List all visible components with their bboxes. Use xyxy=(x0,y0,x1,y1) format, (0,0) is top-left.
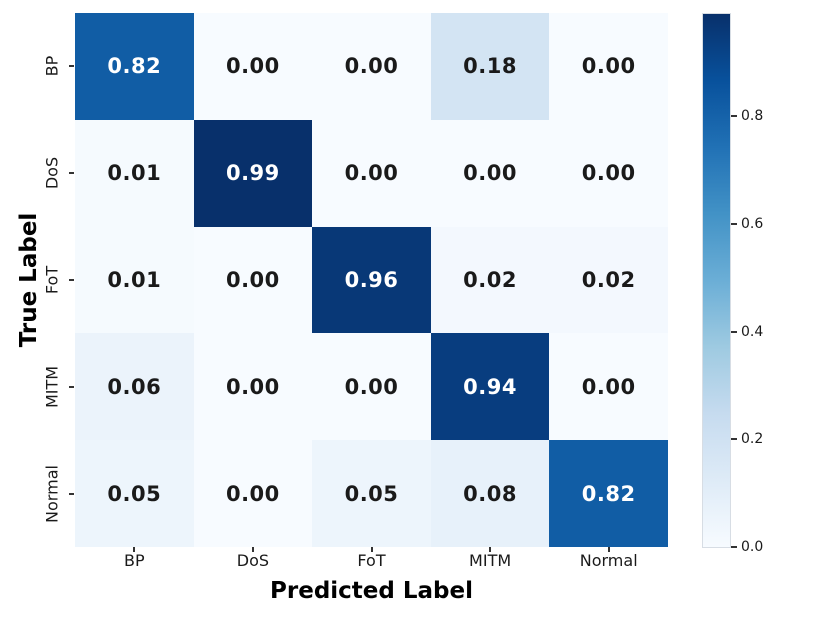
y-tick-mark xyxy=(69,492,74,495)
colorbar-tick-label: 0.4 xyxy=(741,323,764,340)
x-tick-mark xyxy=(251,547,254,552)
y-axis-label: True Label xyxy=(16,212,42,348)
heatmap-cell: 0.01 xyxy=(75,226,194,334)
heatmap-cell: 0.02 xyxy=(430,226,550,334)
heatmap-cell: 0.82 xyxy=(75,13,194,120)
heatmap-cell: 0.00 xyxy=(193,13,313,120)
y-tick-label: DoS xyxy=(42,157,62,190)
heatmap-cell: 0.00 xyxy=(312,119,431,227)
heatmap-cell: 0.00 xyxy=(193,226,313,334)
heatmap-cell: 0.02 xyxy=(549,226,668,334)
y-tick-mark xyxy=(69,279,74,281)
y-tick-mark xyxy=(69,65,74,68)
heatmap-cell: 0.00 xyxy=(549,119,668,227)
colorbar-tick-label: 0.6 xyxy=(741,215,764,232)
x-tick-mark xyxy=(133,547,136,552)
y-tick-mark xyxy=(69,385,74,388)
colorbar-tick-label: 0.8 xyxy=(741,108,764,125)
heatmap-cell: 0.94 xyxy=(430,333,550,441)
heatmap-cell: 0.18 xyxy=(430,13,550,120)
heatmap-cell: 0.05 xyxy=(75,440,194,547)
heatmap-cell: 0.00 xyxy=(549,333,668,441)
heatmap-cell: 0.99 xyxy=(193,119,313,227)
colorbar-tick-mark xyxy=(731,330,737,333)
heatmap-cell: 0.00 xyxy=(549,13,668,120)
colorbar-tick-mark xyxy=(731,222,737,225)
colorbar-gradient xyxy=(702,13,731,548)
colorbar-tick-mark xyxy=(731,546,737,548)
y-tick-label: BP xyxy=(42,56,62,77)
x-tick-mark xyxy=(370,547,373,552)
heatmap-cell: 0.00 xyxy=(312,333,431,441)
heatmap-cell: 0.00 xyxy=(193,333,313,441)
y-tick-label: MITM xyxy=(42,365,62,408)
heatmap-cell: 0.96 xyxy=(312,226,431,334)
heatmap-cell: 0.01 xyxy=(75,119,194,227)
heatmap-cell: 0.06 xyxy=(75,333,194,441)
heatmap-cell: 0.00 xyxy=(312,13,431,120)
y-tick-label: Normal xyxy=(42,464,62,523)
x-tick-mark xyxy=(607,547,610,552)
heatmap-cell: 0.05 xyxy=(312,440,431,547)
x-tick-label: BP xyxy=(123,551,145,570)
heatmap-cell: 0.82 xyxy=(549,440,668,547)
heatmap-cell: 0.00 xyxy=(430,119,550,227)
heatmap-grid: 0.82 0.00 0.00 0.18 0.00 0.01 0.99 0.00 0.00 0.00… xyxy=(75,13,668,547)
x-axis-label: Predicted Label xyxy=(270,578,473,604)
colorbar-tick-label: 0.0 xyxy=(741,539,764,555)
x-tick-label: DoS xyxy=(236,551,270,570)
heatmap-cell: 0.08 xyxy=(430,440,550,547)
colorbar-tick-mark xyxy=(731,438,737,441)
y-tick-label: FoT xyxy=(42,265,62,295)
x-tick-mark xyxy=(489,547,492,552)
y-tick-mark xyxy=(69,172,74,175)
colorbar-tick-label: 0.2 xyxy=(741,431,764,448)
x-tick-label: Normal xyxy=(579,551,638,570)
x-tick-label: FoT xyxy=(357,551,386,570)
colorbar-tick-mark xyxy=(731,115,737,118)
heatmap-cell: 0.00 xyxy=(193,440,313,547)
x-tick-label: MITM xyxy=(469,551,512,570)
